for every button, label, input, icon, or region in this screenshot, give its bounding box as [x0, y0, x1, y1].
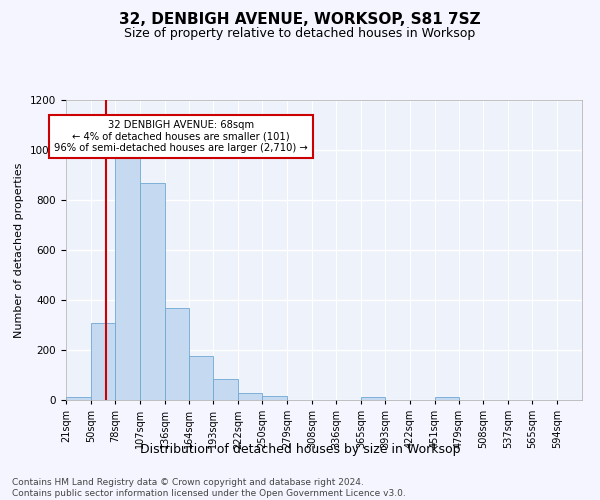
Bar [164, 308, 188, 400]
Bar [238, 393, 262, 400]
Text: 32 DENBIGH AVENUE: 68sqm
← 4% of detached houses are smaller (101)
96% of semi-d: 32 DENBIGH AVENUE: 68sqm ← 4% of detache… [54, 120, 308, 153]
Text: 32, DENBIGH AVENUE, WORKSOP, S81 7SZ: 32, DENBIGH AVENUE, WORKSOP, S81 7SZ [119, 12, 481, 28]
Bar [115, 158, 140, 400]
Bar [262, 396, 287, 400]
Text: Contains HM Land Registry data © Crown copyright and database right 2024.
Contai: Contains HM Land Registry data © Crown c… [12, 478, 406, 498]
Bar [361, 397, 385, 400]
Text: Size of property relative to detached houses in Worksop: Size of property relative to detached ho… [124, 28, 476, 40]
Bar [140, 182, 164, 400]
Bar [66, 397, 91, 400]
Text: Distribution of detached houses by size in Worksop: Distribution of detached houses by size … [140, 442, 460, 456]
Bar [214, 379, 238, 400]
Y-axis label: Number of detached properties: Number of detached properties [14, 162, 25, 338]
Bar [188, 356, 214, 400]
Bar [91, 322, 115, 400]
Bar [434, 397, 458, 400]
